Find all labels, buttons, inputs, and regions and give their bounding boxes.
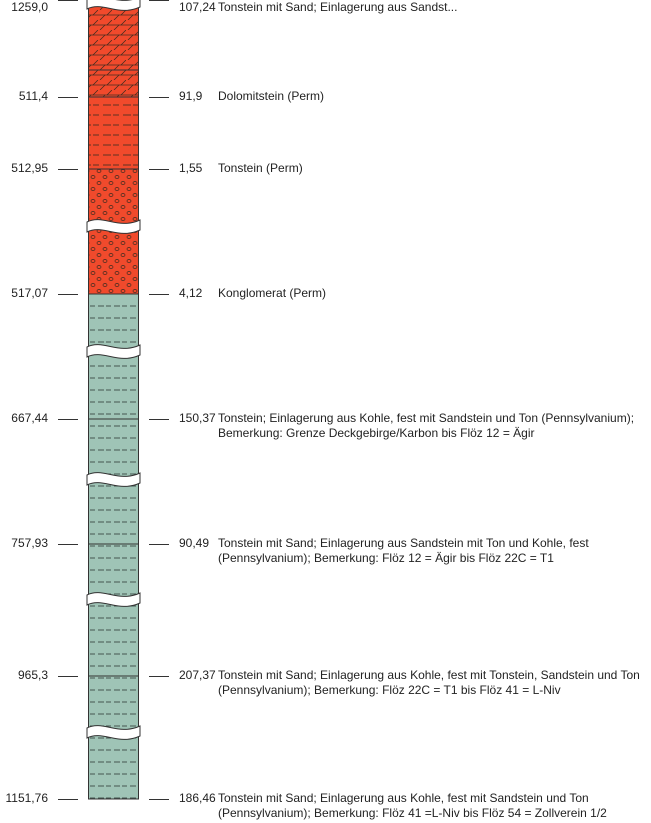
description-line2-l7: (Pennsylvanium); Bemerkung: Flöz 41 =L-N… xyxy=(218,806,607,820)
thickness-label-l4: 150,37 xyxy=(179,411,216,425)
description-line1-l8: Tonstein mit Sand; Einlagerung aus Sands… xyxy=(218,0,458,14)
thickness-label-l2: 1,55 xyxy=(179,161,203,175)
depth-label-l8: 1259,0 xyxy=(11,0,48,14)
break-symbol-6 xyxy=(86,725,141,740)
break-symbol-3 xyxy=(86,344,141,359)
depth-tick-l5 xyxy=(58,544,78,545)
thickness-tick-l2 xyxy=(149,169,169,170)
thickness-tick-l4 xyxy=(149,419,169,420)
layer-block-l2 xyxy=(88,97,139,169)
break-symbol-4 xyxy=(86,472,141,487)
thickness-label-l1: 91,9 xyxy=(179,89,203,103)
column-outline xyxy=(88,0,139,800)
depth-tick-l7 xyxy=(58,799,78,800)
description-line1-l6: Tonstein mit Sand; Einlagerung aus Kohle… xyxy=(218,668,640,682)
thickness-tick-l7 xyxy=(149,799,169,800)
description-line1-l3: Konglomerat (Perm) xyxy=(218,286,327,300)
layer-block-l1 xyxy=(88,70,139,97)
description-line1-l1: Dolomitstein (Perm) xyxy=(218,89,325,103)
thickness-tick-l6 xyxy=(149,676,169,677)
depth-label-l2: 512,95 xyxy=(11,161,48,175)
depth-label-l7: 1151,76 xyxy=(5,791,49,805)
depth-tick-l6 xyxy=(58,676,78,677)
thickness-tick-l8 xyxy=(149,0,169,1)
thickness-label-l8: 107,24 xyxy=(179,0,216,14)
thickness-tick-l5 xyxy=(149,544,169,545)
description-line2-l6: (Pennsylvanium); Bemerkung: Flöz 22C = T… xyxy=(218,683,561,697)
thickness-tick-l1 xyxy=(149,97,169,98)
depth-tick-l3 xyxy=(58,294,78,295)
description-line1-l2: Tonstein (Perm) xyxy=(218,161,303,175)
thickness-label-l5: 90,49 xyxy=(179,536,210,550)
description-line2-l4: Bemerkung: Grenze Deckgebirge/Karbon bis… xyxy=(218,426,535,440)
thickness-label-l7: 186,46 xyxy=(179,791,216,805)
depth-label-l5: 757,93 xyxy=(11,536,48,550)
depth-label-l6: 965,3 xyxy=(17,668,48,682)
description-line2-l5: (Pennsylvanium); Bemerkung: Flöz 12 = Äg… xyxy=(218,551,554,565)
depth-label-l3: 517,07 xyxy=(11,286,48,300)
depth-label-l4: 667,44 xyxy=(11,411,48,425)
break-symbol-1 xyxy=(86,0,141,11)
depth-label-l1: 511,4 xyxy=(18,89,48,103)
description-line1-l4: Tonstein; Einlagerung aus Kohle, fest mi… xyxy=(218,411,635,425)
description-line1-l5: Tonstein mit Sand; Einlagerung aus Sands… xyxy=(218,536,589,550)
layer-block-l6 xyxy=(88,544,139,676)
break-symbol-2 xyxy=(86,219,141,234)
description-line1-l7: Tonstein mit Sand; Einlagerung aus Kohle… xyxy=(218,791,589,805)
thickness-tick-l3 xyxy=(149,294,169,295)
layer-block-top xyxy=(88,0,139,70)
depth-tick-l2 xyxy=(58,169,78,170)
thickness-label-l3: 4,12 xyxy=(179,286,203,300)
depth-tick-l1 xyxy=(58,97,78,98)
thickness-label-l6: 207,37 xyxy=(179,668,216,682)
break-symbol-5 xyxy=(86,592,141,607)
depth-tick-l8 xyxy=(58,0,78,1)
depth-tick-l4 xyxy=(58,419,78,420)
